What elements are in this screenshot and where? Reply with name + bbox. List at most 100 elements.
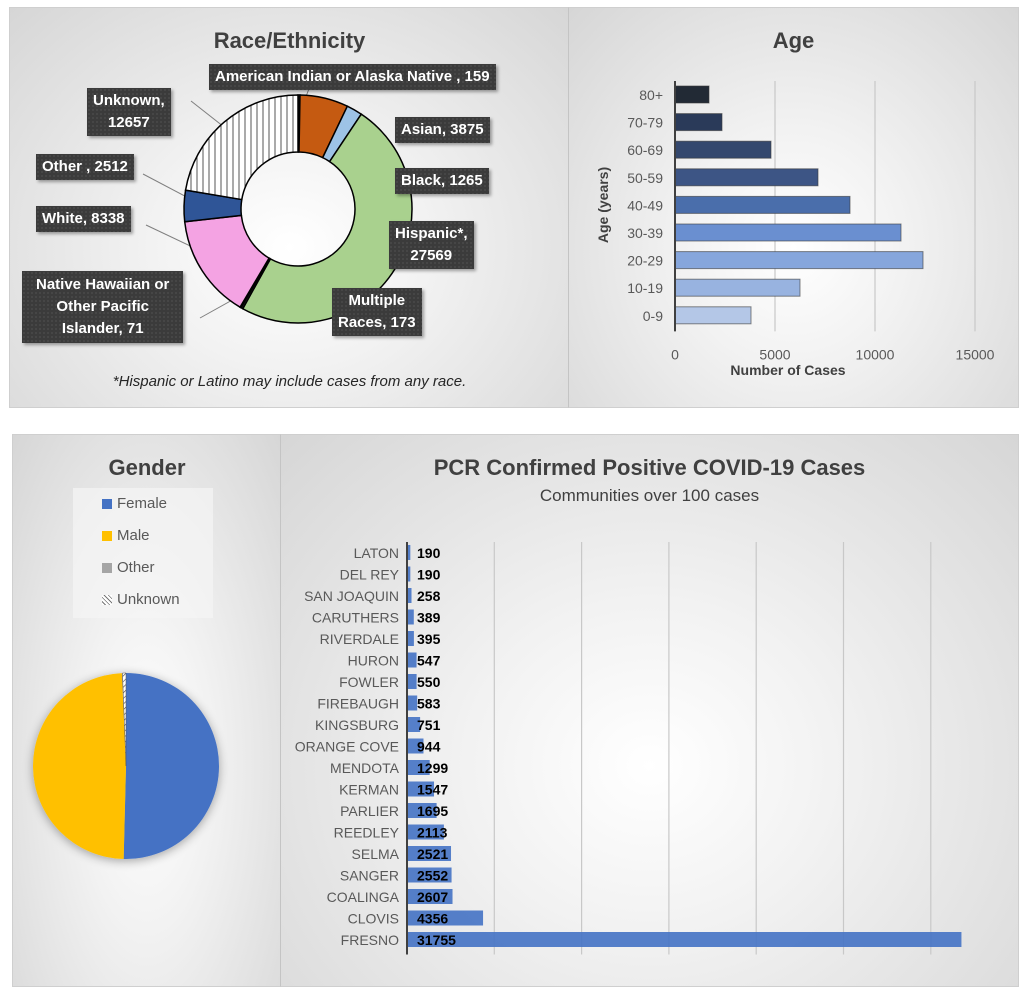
pcr-value-label: 751 bbox=[417, 717, 441, 733]
male-swatch-icon bbox=[102, 530, 112, 541]
pcr-category-label: CLOVIS bbox=[348, 911, 399, 927]
pcr-category-label: MENDOTA bbox=[330, 760, 400, 776]
label-unknown: Unknown, 12657 bbox=[87, 88, 171, 136]
gender-slice-unknown bbox=[122, 672, 127, 767]
pcr-bar-kerman bbox=[407, 781, 435, 797]
legend-item-female: Female bbox=[102, 495, 167, 512]
pcr-value-label: 1547 bbox=[417, 782, 448, 798]
age-x-tick-label: 10000 bbox=[856, 346, 895, 362]
pcr-category-label: HURON bbox=[348, 653, 399, 669]
pcr-bar-del-rey bbox=[407, 566, 411, 582]
communities-bar-chart: LATON DEL REY SAN JOAQUIN CARUTHERS RIVERDAL… bbox=[295, 542, 962, 955]
pcr-category-label: LATON bbox=[354, 545, 399, 561]
pcr-value-label: 258 bbox=[417, 588, 441, 604]
legend-item-other: Other bbox=[102, 559, 155, 576]
legend-label-other: Other bbox=[117, 559, 155, 576]
pcr-bar-laton bbox=[407, 545, 411, 560]
label-nhpi-line3: Islander, 71 bbox=[61, 320, 144, 337]
label-unknown-line2: 12657 bbox=[107, 114, 150, 131]
pcr-value-label: 190 bbox=[417, 545, 441, 561]
age-x-axis-title: Number of Cases bbox=[730, 362, 845, 378]
pcr-category-label: CARUTHERS bbox=[312, 610, 399, 626]
pcr-category-label: REEDLEY bbox=[334, 825, 400, 841]
pcr-bar-clovis bbox=[407, 910, 484, 926]
pcr-category-label: COALINGA bbox=[327, 889, 400, 905]
age-category-label: 10-19 bbox=[627, 280, 663, 296]
pcr-value-label: 547 bbox=[417, 653, 441, 669]
pcr-category-label: FRESNO bbox=[341, 932, 399, 948]
age-x-tick-label: 15000 bbox=[956, 346, 995, 362]
age-category-label: 20-29 bbox=[627, 253, 663, 269]
label-nhpi-line1: Native Hawaiian or bbox=[36, 276, 170, 293]
label-asian: Asian, 3875 bbox=[395, 117, 490, 143]
other-swatch-icon bbox=[102, 562, 112, 573]
gender-panel: Gender Female Male Other Unknown bbox=[12, 434, 282, 987]
gender-pie-chart bbox=[32, 672, 219, 859]
age-category-label: 70-79 bbox=[627, 115, 663, 131]
pcr-bar-coalinga bbox=[407, 889, 453, 904]
label-hispanic-line2: 27569 bbox=[410, 247, 453, 264]
age-category-label: 50-59 bbox=[627, 170, 663, 186]
pcr-value-label: 31755 bbox=[417, 932, 456, 948]
pcr-value-label: 2521 bbox=[417, 846, 448, 862]
race-ethnicity-panel: Race/Ethnicity American Indian or Alaska… bbox=[9, 7, 570, 408]
pcr-value-label: 1695 bbox=[417, 803, 448, 819]
age-chart-title: Age bbox=[772, 28, 815, 53]
pcr-chart-title: PCR Confirmed Positive COVID-19 Cases bbox=[433, 455, 866, 480]
pcr-category-label: KERMAN bbox=[339, 782, 399, 798]
race-donut-chart bbox=[142, 85, 413, 324]
pcr-category-label: SELMA bbox=[352, 846, 400, 862]
label-hispanic-line1: Hispanic*, bbox=[395, 225, 468, 242]
pcr-bar-sanger bbox=[407, 867, 452, 883]
pcr-bar-parlier bbox=[407, 803, 437, 818]
pcr-value-label: 4356 bbox=[417, 911, 448, 927]
age-category-label: 60-69 bbox=[627, 142, 663, 158]
pcr-category-label: DEL REY bbox=[340, 567, 400, 583]
age-bar-chart: 80+ 70-79 60-69 50-59 40-49 30-39 20-29 10-19 0-… bbox=[595, 81, 995, 378]
pcr-bar-mendota bbox=[407, 760, 430, 775]
legend-label-female: Female bbox=[117, 495, 168, 512]
age-category-label: 30-39 bbox=[627, 225, 663, 241]
pcr-bar-orange-cove bbox=[407, 738, 424, 754]
age-bar-50-59 bbox=[674, 168, 819, 187]
pcr-bar-huron bbox=[407, 652, 417, 668]
label-multiple-races: Multiple Races, 173 bbox=[332, 288, 422, 336]
slice-hispanic bbox=[241, 113, 413, 324]
label-native-hawaiian: Native Hawaiian or Other Pacific Islande… bbox=[22, 271, 184, 343]
age-bar-30-39 bbox=[674, 223, 902, 242]
gender-slice-female bbox=[123, 673, 219, 859]
pcr-bar-firebaugh bbox=[407, 695, 418, 711]
label-multi-line2: Races, 173 bbox=[338, 314, 416, 331]
slice-unknown bbox=[184, 94, 299, 201]
pcr-category-label: FIREBAUGH bbox=[317, 696, 399, 712]
race-chart-title: Race/Ethnicity bbox=[213, 28, 366, 53]
age-bar-40-49 bbox=[674, 195, 851, 214]
age-bar-20-29 bbox=[674, 251, 924, 270]
age-category-label: 80+ bbox=[639, 87, 663, 103]
label-other: Other , 2512 bbox=[36, 154, 134, 180]
pcr-bar-riverdale bbox=[407, 631, 414, 646]
pcr-value-label: 2552 bbox=[417, 868, 448, 884]
pcr-bar-kingsburg bbox=[407, 717, 421, 732]
pcr-value-label: 395 bbox=[417, 631, 441, 647]
pcr-bar-fowler bbox=[407, 674, 417, 689]
pcr-value-label: 550 bbox=[417, 674, 441, 690]
label-hispanic: Hispanic*, 27569 bbox=[389, 221, 474, 269]
age-x-tick-label: 5000 bbox=[759, 346, 790, 362]
pcr-communities-panel: PCR Confirmed Positive COVID-19 Cases Co… bbox=[280, 434, 1019, 987]
legend-label-male: Male bbox=[117, 527, 150, 544]
pcr-bar-reedley bbox=[407, 824, 444, 840]
pcr-category-label: ORANGE COVE bbox=[295, 739, 399, 755]
age-x-tick-label: 0 bbox=[671, 346, 679, 362]
pcr-category-label: PARLIER bbox=[340, 803, 399, 819]
gender-slice-male bbox=[32, 673, 126, 859]
age-panel: Age 80+ 70-79 60-69 50-59 40-49 30-39 20-29 10-… bbox=[568, 7, 1019, 408]
pcr-chart-subtitle: Communities over 100 cases bbox=[539, 486, 760, 505]
age-y-axis-title: Age (years) bbox=[595, 167, 611, 243]
legend-label-unknown: Unknown bbox=[117, 591, 180, 608]
pcr-category-label: KINGSBURG bbox=[315, 717, 399, 733]
pcr-bar-fresno bbox=[407, 932, 962, 947]
label-multi-line1: Multiple bbox=[348, 292, 406, 309]
pcr-category-label: SAN JOAQUIN bbox=[304, 588, 399, 604]
race-footnote: *Hispanic or Latino may include cases fr… bbox=[112, 373, 467, 390]
